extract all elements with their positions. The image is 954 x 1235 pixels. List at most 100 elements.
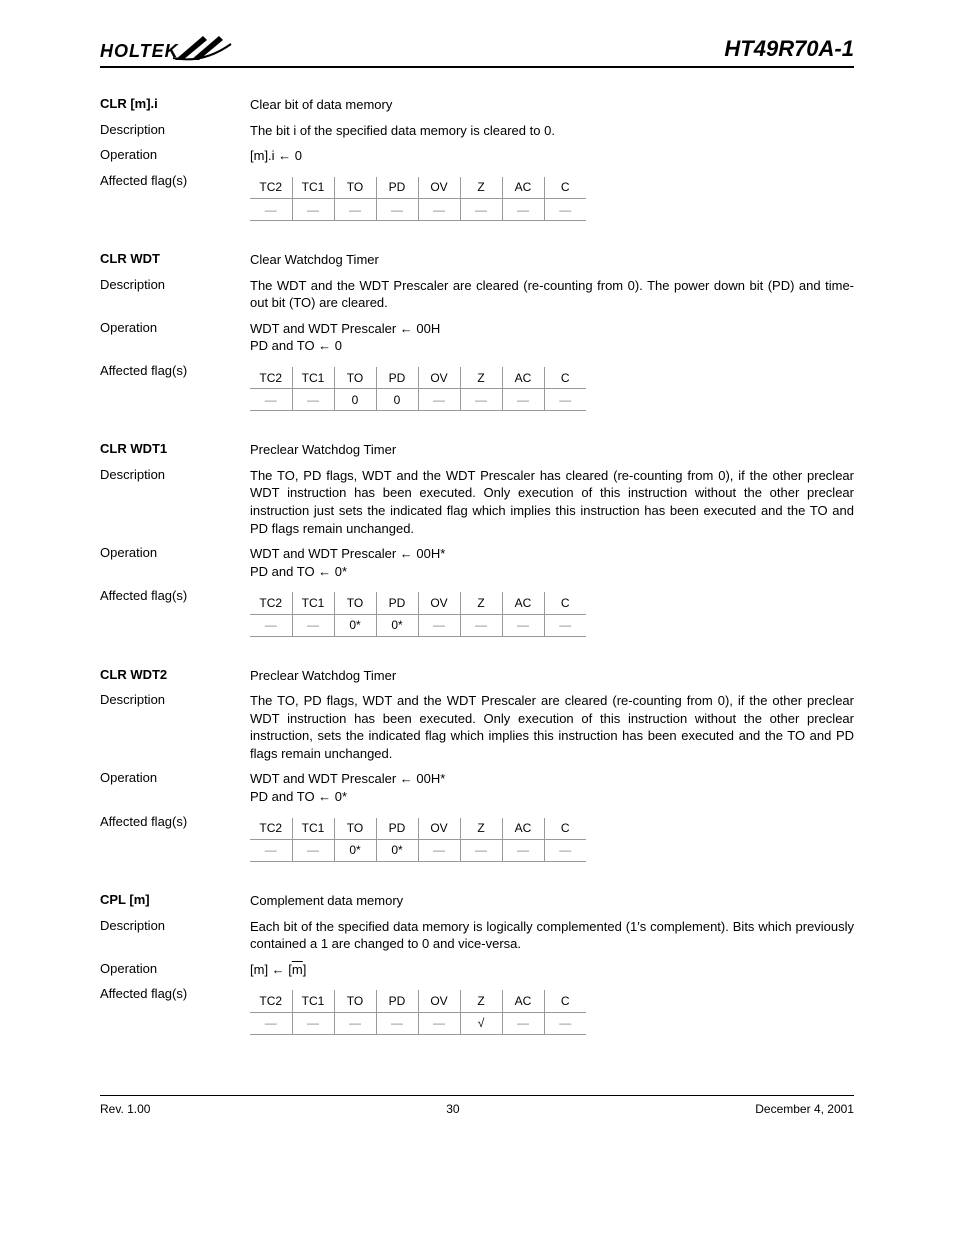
page-header: HOLTEK HT49R70A-1 [100,30,854,68]
flag-cell: — [250,389,292,411]
flags-table-wrap: TC2TC1TOPDOVZACC———————— [250,173,854,222]
flag-cell: — [502,1012,544,1034]
flag-cell: — [376,199,418,221]
flag-header: Z [460,177,502,199]
page-footer: Rev. 1.00 30 December 4, 2001 [100,1095,854,1116]
flag-cell: — [250,840,292,862]
footer-date: December 4, 2001 [755,1102,854,1116]
flag-header: OV [418,990,460,1012]
flags-table-wrap: TC2TC1TOPDOVZACC——00———— [250,363,854,412]
operation-label: Operation [100,147,250,162]
flag-header: PD [376,177,418,199]
flag-cell: 0 [376,389,418,411]
instruction-block: CLR WDT1Preclear Watchdog TimerDescripti… [100,441,854,636]
flag-cell: — [250,199,292,221]
flags-table: TC2TC1TOPDOVZACC——0*0*———— [250,818,586,863]
flag-cell: 0* [376,614,418,636]
flag-cell: — [418,840,460,862]
flag-cell: — [418,1012,460,1034]
flag-cell: — [460,614,502,636]
instruction-title: Clear Watchdog Timer [250,251,854,269]
mnemonic: CPL [m] [100,892,250,907]
mnemonic: CLR WDT2 [100,667,250,682]
operation-text: WDT and WDT Prescaler ← 00HPD and TO ← 0 [250,320,854,355]
brand-text: HOLTEK [100,41,179,62]
affected-flags-label: Affected flag(s) [100,363,250,378]
flag-header: OV [418,818,460,840]
flag-cell: — [418,389,460,411]
flag-cell: — [334,199,376,221]
flag-header: AC [502,367,544,389]
flag-header: PD [376,367,418,389]
affected-flags-label: Affected flag(s) [100,173,250,188]
flag-cell: — [292,389,334,411]
flag-header: OV [418,177,460,199]
operation-text: [m].i ← 0 [250,147,854,165]
flag-cell: — [334,1012,376,1034]
operation-label: Operation [100,770,250,785]
flag-cell: — [502,389,544,411]
mnemonic: CLR WDT [100,251,250,266]
flag-cell: — [292,614,334,636]
brand-swoosh-icon [173,30,233,64]
flag-cell: — [544,199,586,221]
flag-cell: — [460,199,502,221]
flag-header: TO [334,990,376,1012]
flag-cell: — [418,614,460,636]
flag-header: OV [418,367,460,389]
flag-header: PD [376,818,418,840]
affected-flags-label: Affected flag(s) [100,588,250,603]
description-label: Description [100,918,250,933]
flag-header: TC2 [250,177,292,199]
mnemonic: CLR WDT1 [100,441,250,456]
instruction-list: CLR [m].iClear bit of data memoryDescrip… [100,96,854,1035]
affected-flags-label: Affected flag(s) [100,814,250,829]
operation-label: Operation [100,961,250,976]
flag-header: TO [334,592,376,614]
flag-header: AC [502,592,544,614]
flag-cell: — [544,389,586,411]
flag-cell: — [376,1012,418,1034]
flag-cell: — [544,840,586,862]
flag-header: TC1 [292,367,334,389]
flag-cell: — [544,614,586,636]
flag-header: TO [334,177,376,199]
footer-rev: Rev. 1.00 [100,1102,150,1116]
part-number: HT49R70A-1 [724,36,854,62]
flag-header: Z [460,990,502,1012]
flag-cell: — [502,614,544,636]
flag-header: Z [460,818,502,840]
flag-header: AC [502,818,544,840]
flag-header: TC1 [292,177,334,199]
flags-table: TC2TC1TOPDOVZACC——00———— [250,367,586,412]
brand-logo: HOLTEK [100,30,233,62]
flag-header: Z [460,592,502,614]
flag-header: TC2 [250,367,292,389]
flags-table: TC2TC1TOPDOVZACC———————— [250,177,586,222]
flag-header: Z [460,367,502,389]
description-label: Description [100,467,250,482]
flag-header: TC1 [292,592,334,614]
flags-table-wrap: TC2TC1TOPDOVZACC——0*0*———— [250,588,854,637]
operation-label: Operation [100,545,250,560]
flags-table-wrap: TC2TC1TOPDOVZACC—————√—— [250,986,854,1035]
flag-cell: — [292,199,334,221]
description-label: Description [100,692,250,707]
flag-cell: — [460,840,502,862]
flag-header: C [544,990,586,1012]
flag-header: TC2 [250,818,292,840]
flag-header: TO [334,367,376,389]
mnemonic: CLR [m].i [100,96,250,111]
operation-text: [m] ← [m] [250,961,854,979]
flag-header: TC2 [250,592,292,614]
flag-header: TC1 [292,990,334,1012]
instruction-title: Preclear Watchdog Timer [250,441,854,459]
flags-table: TC2TC1TOPDOVZACC——0*0*———— [250,592,586,637]
operation-text: WDT and WDT Prescaler ← 00H*PD and TO ← … [250,770,854,805]
description-text: The TO, PD flags, WDT and the WDT Presca… [250,692,854,762]
flag-header: AC [502,990,544,1012]
flag-cell: — [250,1012,292,1034]
flag-cell: — [544,1012,586,1034]
flag-cell: — [292,840,334,862]
flag-cell: — [502,840,544,862]
